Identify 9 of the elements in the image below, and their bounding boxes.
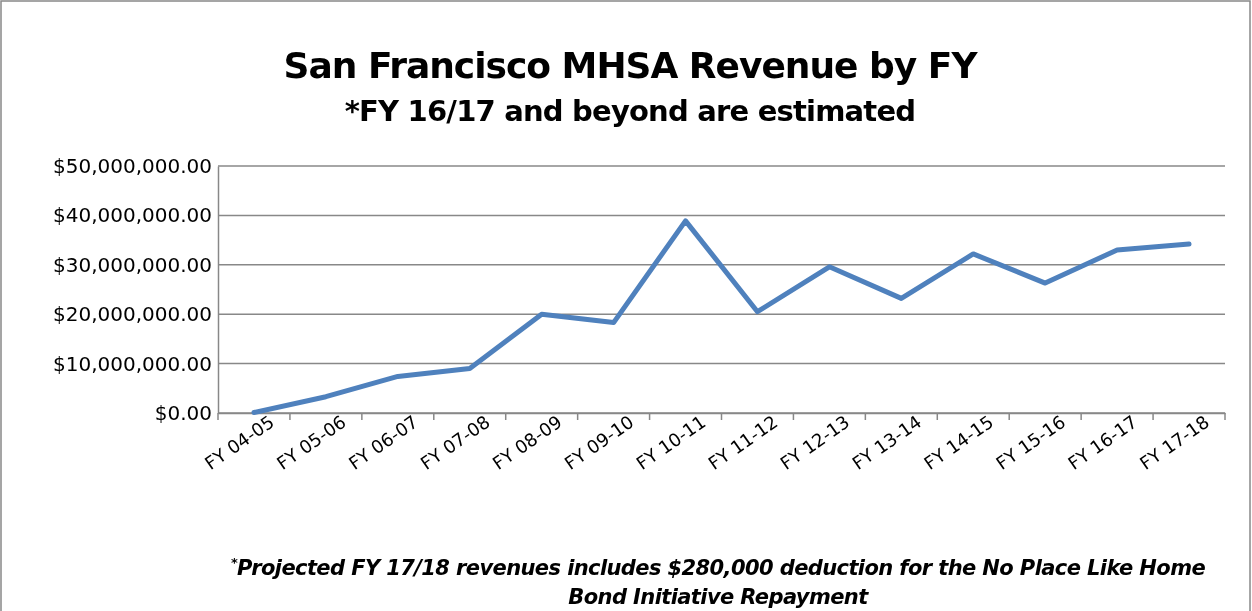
y-tick-label: $20,000,000.00 — [52, 302, 212, 327]
chart-title: San Francisco MHSA Revenue by FY — [283, 45, 979, 86]
chart-subtitle: *FY 16/17 and beyond are estimated — [344, 94, 916, 128]
y-tick-label: $30,000,000.00 — [52, 252, 212, 277]
y-tick-label: $50,000,000.00 — [52, 153, 212, 178]
y-tick-label: $0.00 — [154, 400, 212, 425]
text: $^{*}$Projected FY 17/18 revenues includes $280,000 deduction for the No Place Like Home Bond Initiative Repayment — [229, 554, 1207, 611]
y-tick-label: $10,000,000.00 — [52, 351, 212, 376]
y-tick-label: $40,000,000.00 — [52, 203, 212, 228]
